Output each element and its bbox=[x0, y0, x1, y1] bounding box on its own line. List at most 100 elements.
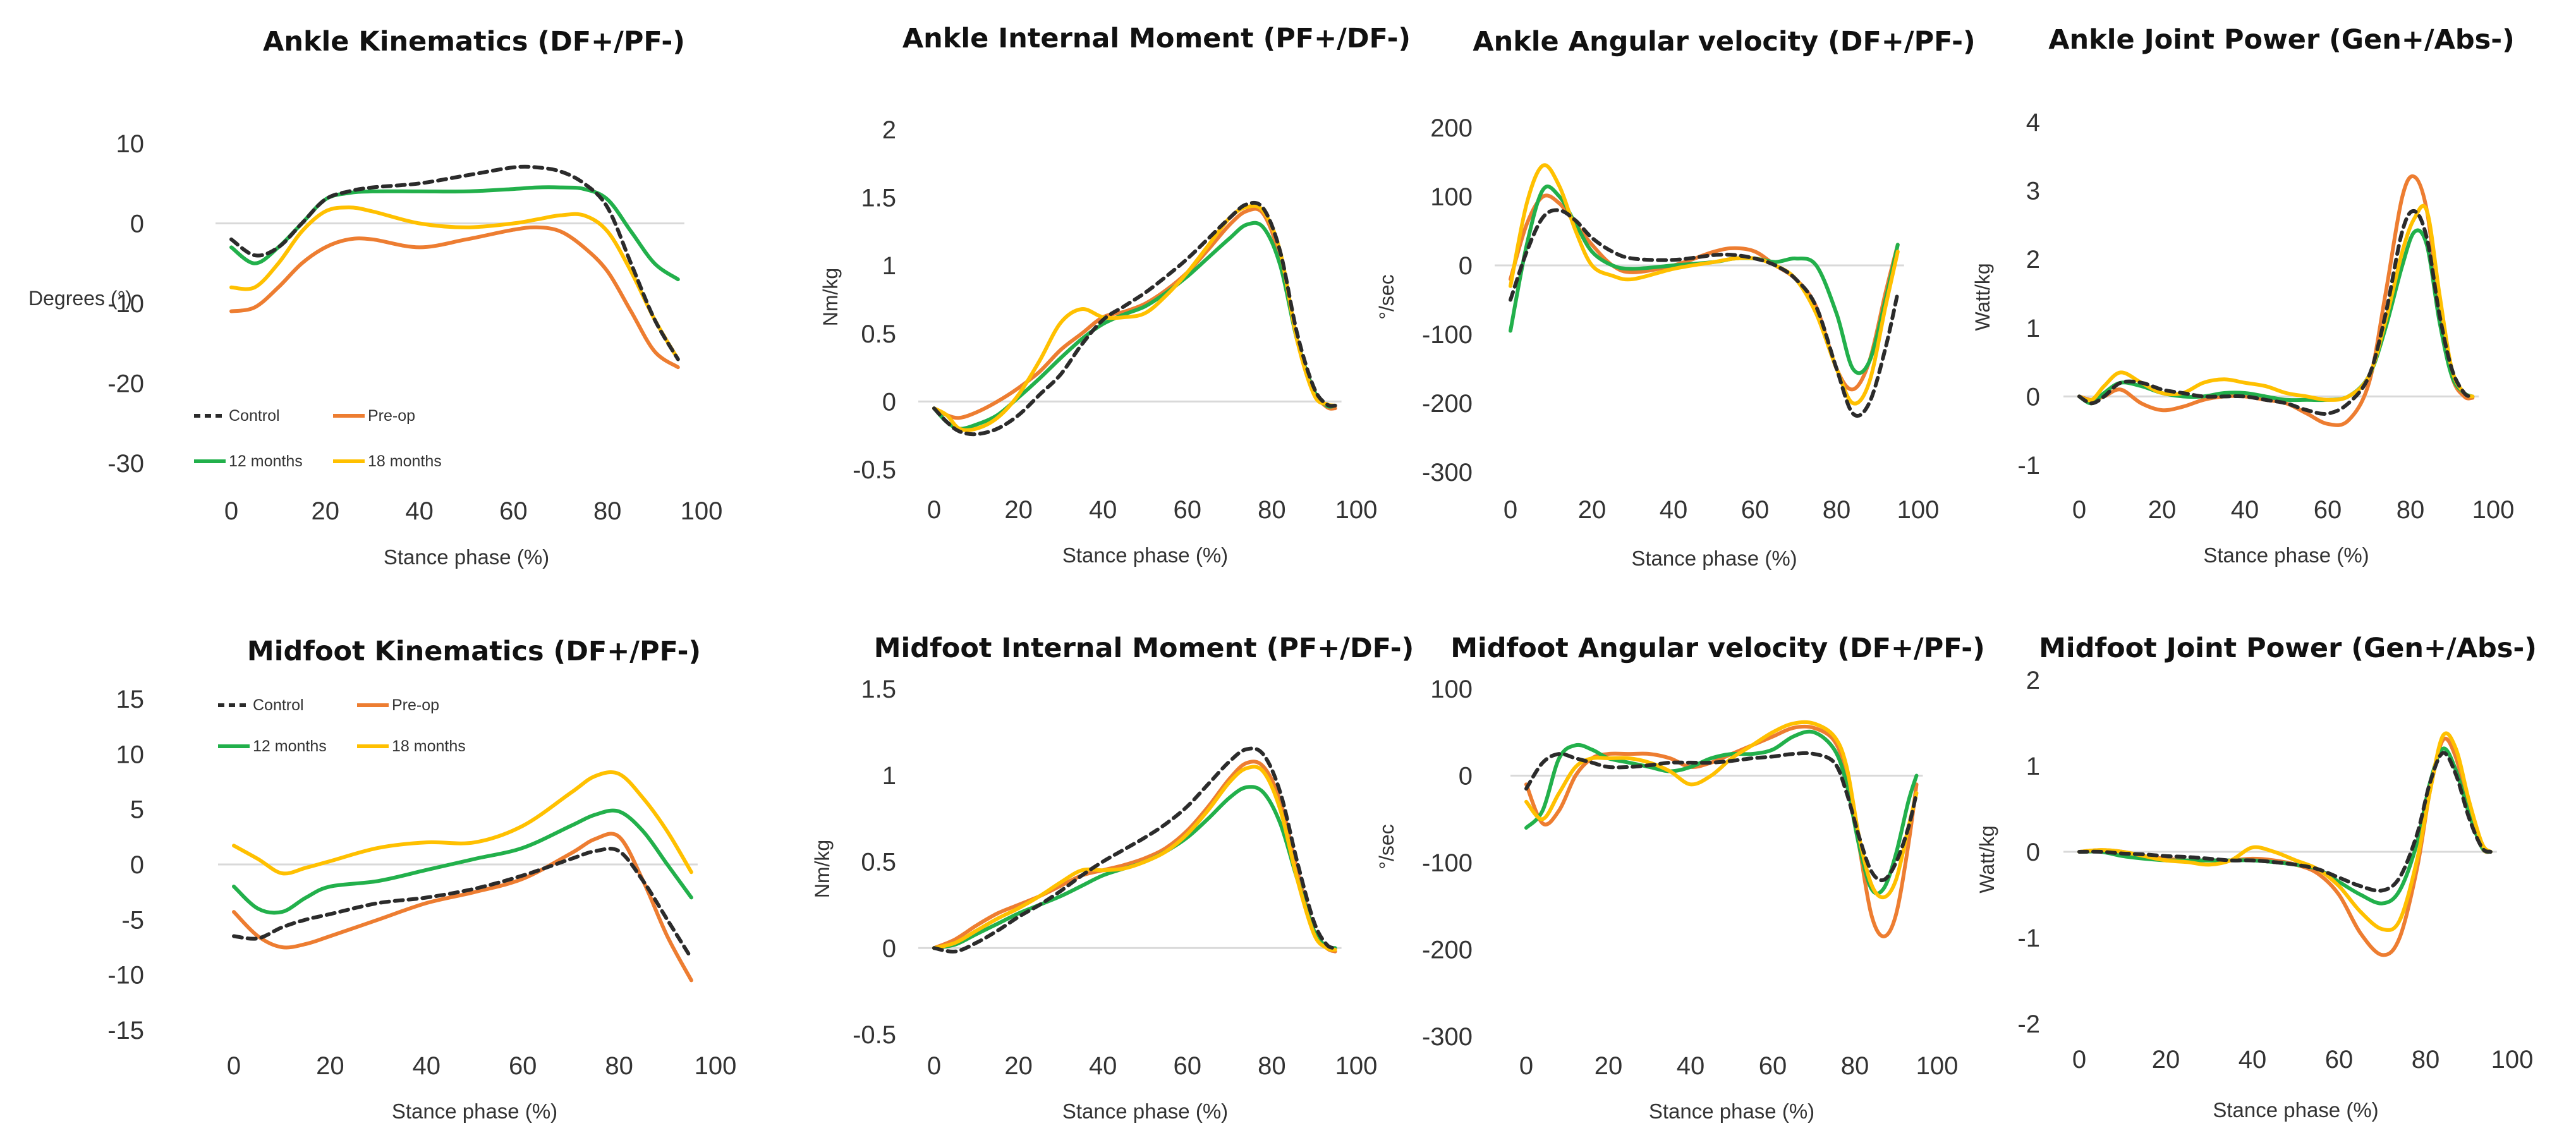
x-tick-label: 60 bbox=[1759, 1052, 1787, 1080]
x-tick-label: 40 bbox=[413, 1052, 441, 1080]
series-line-m18 bbox=[2077, 731, 2493, 932]
series-line-m18 bbox=[1509, 163, 1900, 406]
chart-title: Ankle Angular velocity (DF+/PF-) bbox=[1473, 26, 1975, 58]
y-tick-label: -5 bbox=[121, 906, 144, 934]
chart-title: Midfoot Joint Power (Gen+/Abs-) bbox=[2039, 633, 2537, 664]
x-tick-label: 40 bbox=[1089, 496, 1117, 524]
x-tick-label: 100 bbox=[1897, 496, 1940, 524]
legend-label-m12: 12 months bbox=[229, 452, 303, 470]
y-tick-label: -100 bbox=[1422, 321, 1473, 349]
series-line-control bbox=[1524, 751, 1919, 883]
x-tick-label: 20 bbox=[316, 1052, 344, 1080]
y-tick-label: 1 bbox=[882, 762, 896, 790]
x-tick-label: 0 bbox=[1519, 1052, 1533, 1080]
legend-ankle-kinematics: Control Pre-op 12 months 18 months bbox=[194, 407, 442, 470]
x-tick-label: 20 bbox=[2148, 496, 2177, 524]
y-axis-label: Watt/kg bbox=[1976, 825, 1998, 893]
y-tick-label: 2 bbox=[2026, 667, 2040, 694]
series-line-m18 bbox=[1524, 720, 1919, 900]
y-tick-label: -1 bbox=[2017, 452, 2040, 480]
x-tick-label: 0 bbox=[227, 1052, 241, 1080]
series-line-m12 bbox=[1524, 729, 1919, 895]
x-tick-label: 0 bbox=[927, 496, 941, 524]
y-tick-label: 1 bbox=[882, 252, 896, 280]
x-axis-label: Stance phase (%) bbox=[384, 545, 549, 569]
x-tick-label: 20 bbox=[1004, 496, 1033, 524]
x-tick-label: 60 bbox=[2325, 1046, 2354, 1074]
legend-label-preop: Pre-op bbox=[368, 407, 415, 425]
x-tick-label: 40 bbox=[405, 497, 434, 525]
y-tick-label: 200 bbox=[1430, 114, 1473, 142]
chart-panel-6: Midfoot Internal Moment (PF+/DF-) -0.5 0 0.… bbox=[811, 633, 1414, 1123]
y-tick-label: -200 bbox=[1422, 390, 1473, 418]
x-tick-label: 100 bbox=[2472, 496, 2515, 524]
x-tick-label: 40 bbox=[1089, 1052, 1117, 1080]
x-tick-label: 0 bbox=[2072, 1046, 2086, 1074]
x-tick-label: 100 bbox=[1335, 1052, 1378, 1080]
y-tick-label: 1.5 bbox=[861, 675, 896, 703]
chart-panel-7: Midfoot Angular velocity (DF+/PF-) -300 -2… bbox=[1375, 633, 1985, 1123]
x-tick-label: 80 bbox=[2397, 496, 2425, 524]
x-tick-label: 0 bbox=[224, 497, 238, 525]
chart-title: Midfoot Angular velocity (DF+/PF-) bbox=[1450, 633, 1985, 664]
y-tick-label: -200 bbox=[1422, 936, 1473, 964]
y-tick-label: 0 bbox=[2026, 383, 2040, 411]
chart-title: Midfoot Internal Moment (PF+/DF-) bbox=[874, 633, 1414, 664]
series-line-m18 bbox=[232, 770, 693, 876]
x-tick-label: 0 bbox=[1504, 496, 1517, 524]
series-line-m12 bbox=[932, 221, 1337, 431]
y-axis-label: Degrees (°) bbox=[28, 287, 132, 310]
chart-panel-2: Ankle Internal Moment (PF+/DF-) -0.5 0 0.5 1… bbox=[819, 23, 1411, 567]
y-tick-label: 0 bbox=[1459, 763, 1473, 791]
y-axis-label: Nm/kg bbox=[819, 268, 842, 326]
x-tick-label: 100 bbox=[1916, 1052, 1959, 1080]
y-axis-label: Nm/kg bbox=[811, 840, 834, 898]
x-tick-label: 60 bbox=[1741, 496, 1770, 524]
x-tick-label: 0 bbox=[2072, 496, 2086, 524]
y-tick-label: -10 bbox=[107, 962, 144, 990]
series-line-preop bbox=[932, 760, 1337, 954]
x-tick-label: 80 bbox=[1258, 496, 1286, 524]
y-tick-label: 15 bbox=[116, 686, 145, 713]
series-line-preop bbox=[229, 225, 680, 370]
y-tick-label: 0 bbox=[882, 388, 896, 416]
series-line-preop bbox=[2077, 737, 2493, 957]
y-tick-label: -0.5 bbox=[853, 1021, 896, 1049]
legend-label-m12: 12 months bbox=[253, 737, 327, 755]
chart-title: Midfoot Kinematics (DF+/PF-) bbox=[247, 636, 701, 667]
legend-label-m18: 18 months bbox=[368, 452, 442, 470]
x-axis-label: Stance phase (%) bbox=[2203, 543, 2369, 567]
y-tick-label: 100 bbox=[1430, 675, 1473, 703]
y-tick-label: -0.5 bbox=[853, 456, 896, 484]
x-tick-label: 20 bbox=[2152, 1046, 2180, 1074]
y-tick-label: -15 bbox=[107, 1017, 144, 1045]
y-tick-label: -300 bbox=[1422, 459, 1473, 487]
x-tick-label: 60 bbox=[1174, 1052, 1202, 1080]
x-axis-label: Stance phase (%) bbox=[1631, 547, 1797, 570]
chart-title: Ankle Kinematics (DF+/PF-) bbox=[263, 26, 685, 58]
series-line-control bbox=[1509, 208, 1900, 418]
x-tick-label: 100 bbox=[2491, 1046, 2534, 1074]
series-line-m18 bbox=[932, 765, 1337, 952]
y-tick-label: 3 bbox=[2026, 178, 2040, 205]
y-tick-label: 100 bbox=[1430, 183, 1473, 211]
x-tick-label: 20 bbox=[1578, 496, 1607, 524]
y-tick-label: 0 bbox=[130, 210, 144, 238]
x-tick-label: 80 bbox=[1841, 1052, 1869, 1080]
series-line-m18 bbox=[229, 205, 680, 361]
x-tick-label: 40 bbox=[2231, 496, 2259, 524]
y-tick-label: -20 bbox=[107, 370, 144, 398]
y-axis-label: °/sec bbox=[1375, 824, 1398, 869]
y-tick-label: -300 bbox=[1422, 1023, 1473, 1051]
series-line-m12 bbox=[232, 808, 693, 915]
series-line-control bbox=[932, 200, 1337, 437]
y-tick-label: 1.5 bbox=[861, 185, 896, 212]
x-axis-label: Stance phase (%) bbox=[2213, 1098, 2378, 1122]
y-tick-label: 2 bbox=[2026, 246, 2040, 274]
x-tick-label: 0 bbox=[927, 1052, 941, 1080]
x-tick-label: 80 bbox=[1823, 496, 1851, 524]
y-tick-label: 0 bbox=[130, 851, 144, 879]
series-line-m12 bbox=[2077, 746, 2493, 906]
